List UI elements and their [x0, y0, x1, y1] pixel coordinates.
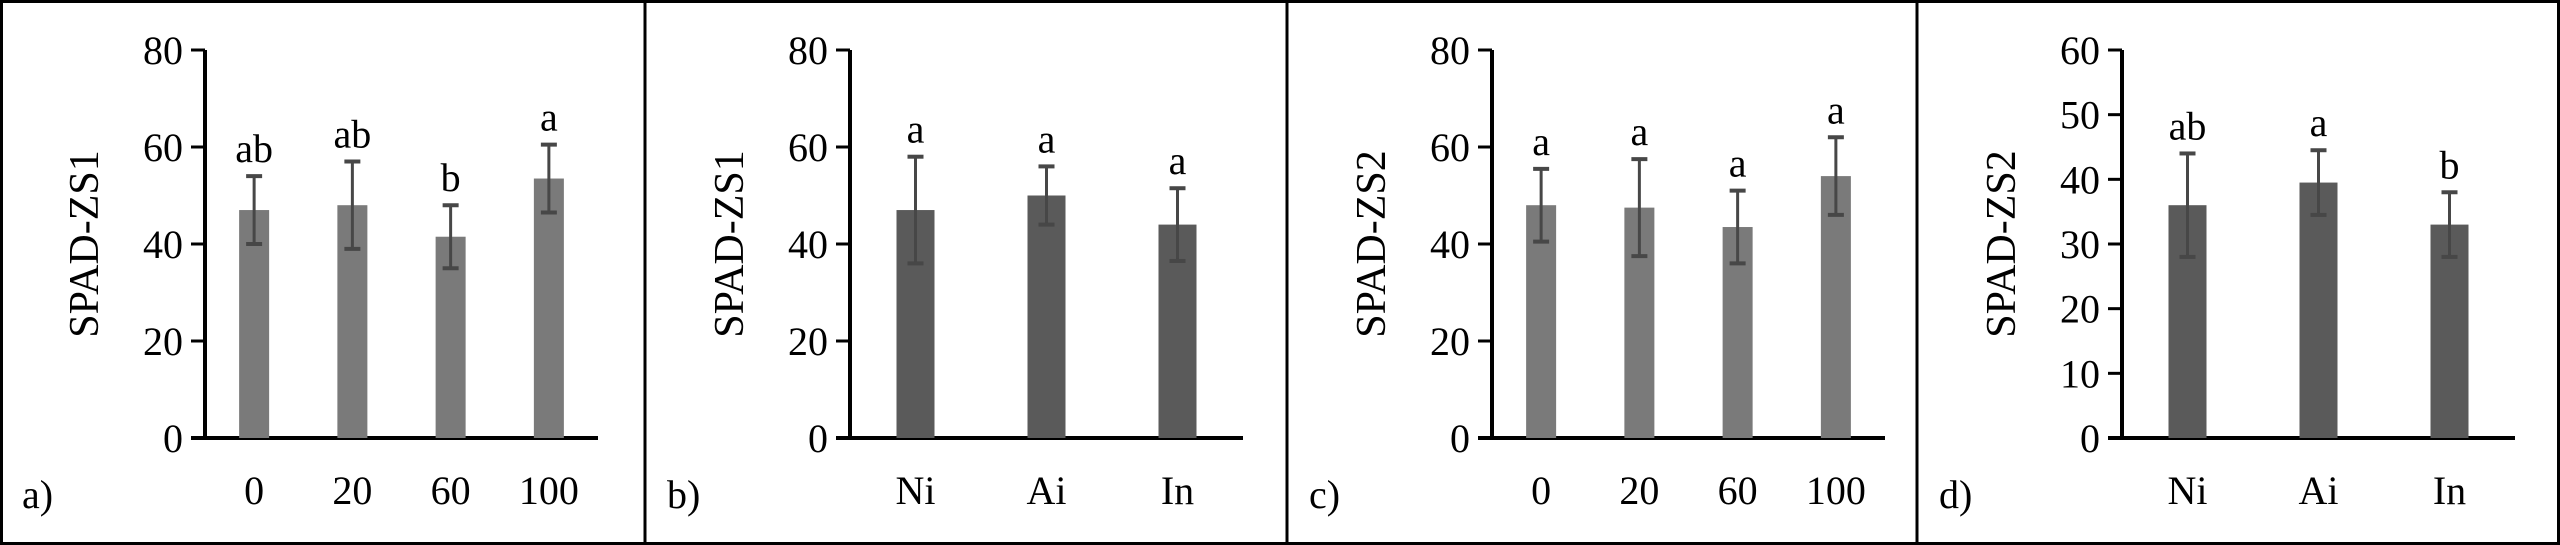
y-tick-label: 40 [2060, 157, 2100, 202]
y-tick-label: 40 [143, 222, 183, 267]
x-tick-label: 100 [519, 468, 579, 513]
y-tick-label: 0 [808, 416, 828, 461]
significance-letter: a [1169, 138, 1187, 183]
y-tick-label: 20 [788, 319, 828, 364]
panel-label: d) [1939, 472, 1972, 517]
y-tick-label: 60 [143, 125, 183, 170]
y-tick-label: 60 [788, 125, 828, 170]
y-axis-label: SPAD-ZS2 [1979, 150, 2025, 338]
bar [2430, 224, 2469, 438]
y-tick-label: 40 [788, 222, 828, 267]
y-tick-label: 20 [1430, 319, 1470, 364]
y-tick-label: 40 [1430, 222, 1470, 267]
significance-letter: a [540, 95, 558, 140]
x-tick-label: 20 [1619, 468, 1659, 513]
panel-a: 0 20 40 60 80 SPAD-ZS1 a) ab 0 ab 20 b 60 a 100 [22, 28, 598, 517]
significance-letter: ab [2169, 103, 2207, 148]
y-tick-label: 20 [143, 319, 183, 364]
x-tick-label: In [2433, 468, 2466, 513]
bar [1820, 176, 1851, 438]
significance-letter: a [1827, 87, 1845, 132]
y-tick-label: 80 [143, 28, 183, 73]
bar [239, 210, 270, 438]
bar [1027, 195, 1066, 438]
panel-label: c) [1309, 472, 1340, 517]
panel-b: 0 20 40 60 80 SPAD-ZS1 b) a Ni a Ai a In [643, 0, 1243, 545]
y-tick-label: 50 [2060, 93, 2100, 138]
y-tick-label: 60 [1430, 125, 1470, 170]
x-tick-label: Ai [2299, 468, 2339, 513]
panel-label: b) [667, 472, 700, 517]
significance-letter: a [1038, 116, 1056, 161]
y-tick-label: 80 [788, 28, 828, 73]
y-tick-label: 0 [2080, 416, 2100, 461]
significance-letter: b [441, 155, 461, 200]
x-tick-label: 60 [431, 468, 471, 513]
y-axis-label: SPAD-ZS1 [707, 150, 753, 338]
significance-letter: ab [333, 112, 371, 157]
x-tick-label: In [1161, 468, 1194, 513]
significance-letter: ab [235, 126, 273, 171]
significance-letter: a [907, 107, 925, 152]
x-tick-label: Ni [896, 468, 936, 513]
y-tick-label: 30 [2060, 222, 2100, 267]
y-tick-label: 60 [2060, 28, 2100, 73]
significance-letter: a [1630, 109, 1648, 154]
y-tick-label: 20 [2060, 287, 2100, 332]
y-tick-label: 0 [1450, 416, 1470, 461]
x-tick-label: 100 [1806, 468, 1866, 513]
bar [2299, 182, 2338, 438]
y-tick-label: 10 [2060, 351, 2100, 396]
panel-c: 0 20 40 60 80 SPAD-ZS2 c) a 0 a 20 a 60 a 100 [1285, 0, 1885, 545]
bar [435, 236, 466, 438]
bar [533, 178, 564, 438]
significance-letter: a [1532, 119, 1550, 164]
x-tick-label: Ni [2168, 468, 2208, 513]
x-tick-label: 20 [332, 468, 372, 513]
x-tick-label: Ai [1027, 468, 1067, 513]
x-tick-label: 0 [244, 468, 264, 513]
significance-letter: b [2440, 142, 2460, 187]
x-tick-label: 60 [1718, 468, 1758, 513]
y-axis-label: SPAD-ZS1 [62, 150, 108, 338]
y-tick-label: 0 [163, 416, 183, 461]
panel-label: a) [22, 472, 53, 517]
significance-letter: a [1729, 141, 1747, 186]
y-tick-label: 80 [1430, 28, 1470, 73]
x-tick-label: 0 [1531, 468, 1551, 513]
panel-d: 0 10 20 30 40 50 60 SPAD-ZS2 d) ab Ni a Ai b In [1915, 0, 2515, 545]
y-axis-label: SPAD-ZS2 [1349, 150, 1395, 338]
bar [1526, 205, 1557, 438]
significance-letter: a [2310, 100, 2328, 145]
